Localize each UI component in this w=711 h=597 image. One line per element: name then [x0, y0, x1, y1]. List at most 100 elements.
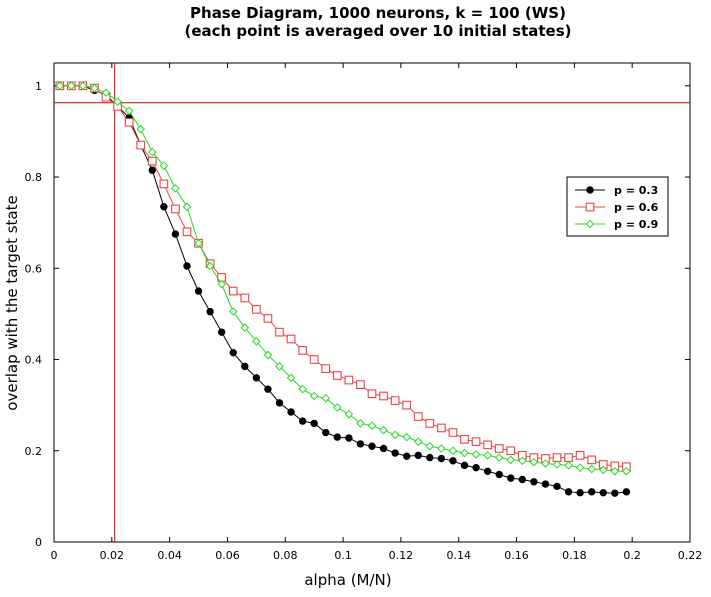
data-point: [460, 461, 469, 470]
data-point: [495, 470, 503, 479]
data-point: [472, 463, 480, 472]
data-point: [425, 419, 435, 428]
y-tick-label: 0.6: [25, 262, 43, 275]
data-point: [564, 461, 573, 470]
x-axis-label: alpha (M/N): [304, 571, 391, 589]
data-point: [286, 373, 296, 383]
plot-frame: [53, 62, 691, 543]
x-tick-label: 0.18: [562, 549, 587, 562]
data-point: [585, 202, 595, 212]
data-point: [194, 287, 203, 295]
x-tick-label: 0: [51, 549, 58, 562]
data-point: [449, 457, 457, 465]
data-point: [390, 396, 400, 405]
x-tick-label: 0.06: [215, 549, 240, 562]
data-point: [67, 81, 76, 91]
data-point: [413, 437, 423, 446]
data-point: [252, 374, 261, 382]
data-point: [101, 88, 111, 97]
y-tick-label: 0.2: [25, 445, 43, 458]
data-point: [171, 184, 180, 193]
data-point: [136, 140, 146, 150]
data-point: [275, 399, 284, 407]
data-point: [90, 83, 99, 93]
y-tick-label: 0.4: [25, 354, 43, 367]
data-point: [310, 419, 318, 428]
data-point: [345, 434, 353, 442]
data-point: [587, 464, 597, 474]
data-point: [356, 419, 365, 428]
data-point: [587, 455, 597, 465]
data-point: [136, 124, 146, 134]
data-point: [367, 421, 377, 430]
data-point: [622, 488, 631, 496]
series-layer: [55, 81, 631, 497]
x-tick-label: 0.02: [100, 549, 125, 562]
data-point: [252, 336, 261, 346]
data-point: [240, 293, 250, 303]
plot-area-border: [53, 62, 691, 543]
legend-entry: p = 0.9: [575, 218, 658, 231]
x-tick-label: 0.14: [446, 549, 471, 562]
data-point: [298, 384, 307, 394]
data-point: [228, 307, 238, 316]
data-point: [332, 371, 342, 380]
data-point: [506, 455, 516, 465]
data-point: [379, 425, 388, 435]
legend-entry: p = 0.6: [575, 201, 659, 214]
y-tick-label: 0: [35, 536, 42, 549]
data-point: [205, 261, 215, 271]
data-point: [344, 375, 354, 385]
data-point: [437, 423, 446, 433]
data-point: [507, 474, 515, 482]
data-point: [113, 97, 122, 107]
data-point: [414, 451, 422, 460]
legend-label: p = 0.6: [614, 201, 659, 214]
data-point: [588, 488, 596, 496]
data-point: [252, 304, 261, 314]
chart-subtitle: (each point is averaged over 10 initial …: [184, 22, 571, 40]
data-point: [586, 186, 594, 194]
data-point: [552, 460, 562, 469]
y-tick-label: 1: [35, 80, 42, 93]
data-point: [124, 117, 134, 127]
data-point: [413, 412, 423, 421]
data-point: [553, 482, 561, 491]
data-point: [356, 440, 365, 448]
data-point: [171, 204, 180, 214]
data-point: [471, 450, 481, 459]
x-tick-label: 0.12: [389, 549, 414, 562]
data-point: [240, 323, 250, 332]
data-point: [264, 385, 272, 393]
data-point: [298, 417, 307, 425]
series-p-0-9: [55, 81, 631, 476]
data-point: [483, 451, 492, 460]
data-point: [356, 380, 365, 389]
data-point: [333, 403, 342, 412]
data-point: [309, 391, 319, 401]
y-tick-label: 0.8: [25, 171, 43, 184]
data-point: [217, 279, 226, 289]
data-point: [368, 442, 376, 450]
data-point: [575, 463, 585, 472]
data-point: [206, 307, 214, 316]
data-point: [494, 453, 504, 462]
data-point: [263, 314, 273, 323]
data-point: [379, 444, 388, 453]
data-point: [575, 450, 585, 460]
series-p-0-3: [56, 82, 631, 497]
data-point: [494, 444, 504, 453]
data-point: [229, 348, 237, 357]
legend-label: p = 0.3: [614, 184, 658, 197]
series-p-0-6: [55, 81, 631, 472]
data-point: [437, 454, 446, 463]
data-point: [541, 459, 550, 468]
data-point: [390, 430, 400, 440]
legend: p = 0.3 p = 0.6 p = 0.9: [566, 176, 669, 237]
data-point: [147, 156, 157, 166]
data-point: [564, 488, 573, 496]
data-point: [263, 350, 273, 360]
data-point: [599, 489, 607, 497]
data-point: [402, 432, 411, 442]
